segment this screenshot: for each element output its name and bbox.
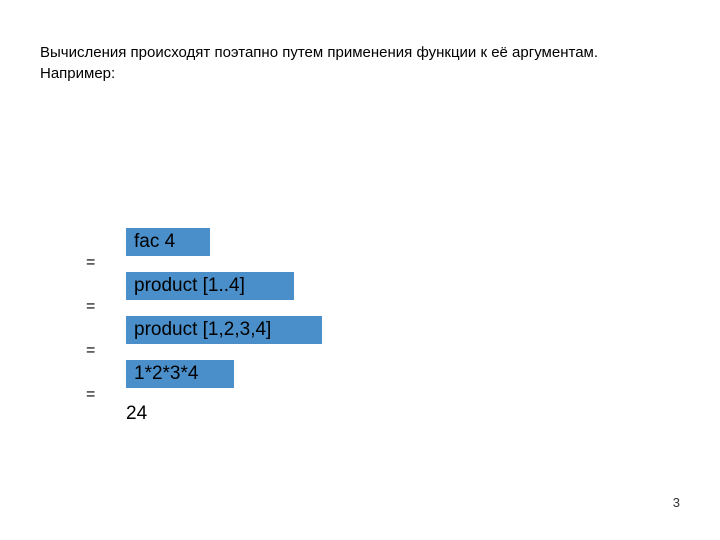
intro-text: Вычисления происходят поэтапно путем при…: [40, 42, 598, 84]
step-box-product-list: product [1,2,3,4]: [126, 316, 322, 344]
step-box-product-range: product [1..4]: [126, 272, 294, 300]
equals-sign: =: [86, 386, 95, 404]
page-number: 3: [673, 495, 680, 510]
equals-sign: =: [86, 298, 95, 316]
intro-line2: Например:: [40, 65, 115, 82]
step-box-fac: fac 4: [126, 228, 210, 256]
intro-line1: Вычисления происходят поэтапно путем при…: [40, 44, 598, 61]
step-box-multiply: 1*2*3*4: [126, 360, 234, 388]
equals-sign: =: [86, 254, 95, 272]
equals-sign: =: [86, 342, 95, 360]
result-value: 24: [126, 404, 146, 424]
